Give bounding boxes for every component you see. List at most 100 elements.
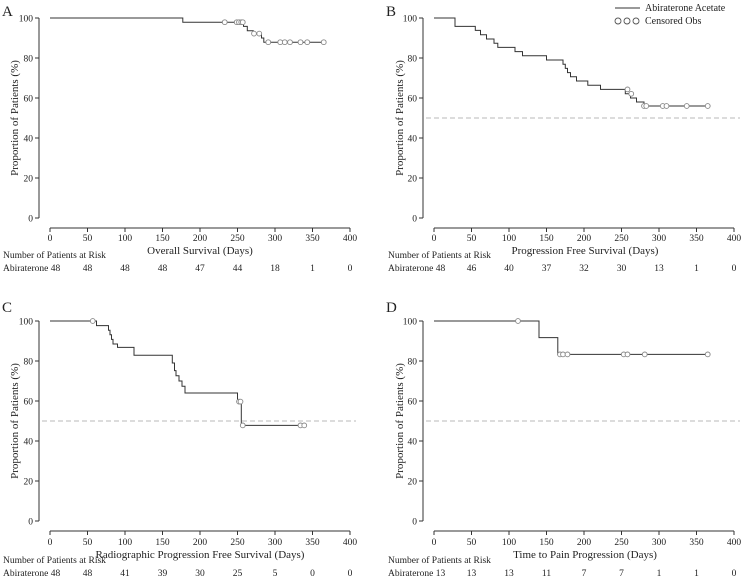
risk-count: 13: [467, 569, 477, 579]
censor-marker: [663, 103, 670, 109]
y-tick-label: 80: [24, 358, 34, 368]
y-tick-label: 40: [408, 135, 418, 145]
y-tick-label: 0: [412, 215, 417, 225]
y-tick-label: 80: [24, 55, 34, 65]
x-axis-label: Radiographic Progression Free Survival (…: [96, 549, 305, 561]
censor-marker: [237, 398, 244, 405]
legend: Abiraterone Acetate Censored Obs: [614, 3, 726, 27]
panel-label: A: [2, 4, 13, 20]
censor-marker: [624, 351, 631, 358]
risk-count: 13: [504, 569, 514, 579]
risk-count: 48: [83, 569, 93, 579]
y-tick-label: 60: [408, 95, 418, 105]
censor-marker: [251, 30, 257, 37]
x-tick-label: 300: [652, 538, 667, 548]
risk-row-label: Abiraterone 48: [3, 569, 60, 579]
risk-count: 1: [694, 264, 699, 274]
censor-marker: [628, 90, 635, 97]
risk-row-label: Abiraterone 48: [388, 264, 445, 274]
x-tick-label: 300: [268, 538, 283, 548]
y-axis-label: Proportion of Patients (%): [394, 363, 406, 479]
panel-label: B: [386, 4, 396, 20]
censor-marker: [704, 103, 711, 109]
x-tick-label: 400: [343, 234, 358, 244]
y-tick-label: 40: [24, 438, 34, 448]
x-axis-label: Progression Free Survival (Days): [512, 245, 659, 257]
x-tick-label: 0: [48, 234, 53, 244]
censor-marker: [683, 103, 690, 109]
risk-count: 5: [273, 569, 278, 579]
km-curve-group: [426, 318, 740, 422]
x-tick-label: 150: [155, 538, 170, 548]
risk-count: 30: [617, 264, 627, 274]
risk-count-row: 46 40 37 32 30 13 1 0: [467, 264, 737, 274]
censor-marker: [704, 351, 711, 358]
x-tick-label: 300: [652, 234, 667, 244]
legend-line-label: Abiraterone Acetate: [645, 3, 726, 14]
censor-marker: [641, 351, 648, 358]
x-tick-label: 150: [539, 234, 554, 244]
censor-marker: [624, 86, 631, 93]
y-tick-label: 60: [408, 398, 418, 408]
x-tick-label: 50: [467, 538, 477, 548]
x-tick-label: 100: [118, 538, 133, 548]
panel-overall-survival: A Proportion of Patients (%) Overall Sur…: [2, 4, 357, 274]
y-axis-label: Proportion of Patients (%): [394, 60, 406, 176]
risk-count: 46: [467, 264, 477, 274]
km-survival-curve: [434, 320, 708, 355]
x-tick-label: 200: [193, 538, 208, 548]
risk-count: 0: [310, 569, 315, 579]
risk-count: 39: [158, 569, 168, 579]
risk-count: 37: [542, 264, 552, 274]
x-tick-label: 100: [118, 234, 133, 244]
y-axis-label: Proportion of Patients (%): [9, 363, 21, 479]
axis-ticks: 0 50 100 150 200 250 300 350 400 0 20 40 60 80 100: [19, 318, 358, 549]
censor-marker: [304, 39, 311, 46]
risk-count: 25: [233, 569, 243, 579]
y-tick-label: 20: [24, 175, 34, 185]
risk-count: 18: [270, 264, 280, 274]
risk-count: 1: [694, 569, 699, 579]
y-tick-label: 20: [24, 478, 34, 488]
y-tick-label: 80: [408, 358, 418, 368]
risk-count: 40: [504, 264, 514, 274]
x-tick-label: 250: [230, 538, 245, 548]
y-tick-label: 40: [24, 135, 34, 145]
y-tick-label: 0: [412, 518, 417, 528]
y-tick-label: 100: [403, 318, 418, 328]
x-tick-label: 350: [305, 538, 320, 548]
risk-table-title: Number of Patients at Risk: [3, 555, 106, 566]
km-survival-curve: [50, 320, 305, 426]
censor-marker: [265, 39, 272, 46]
x-tick-label: 200: [577, 234, 592, 244]
x-tick-label: 350: [305, 234, 320, 244]
km-curve-group: [42, 318, 356, 429]
x-tick-label: 300: [268, 234, 283, 244]
panel-progression-free-survival: B Proportion of Patients (%) Progression…: [386, 3, 741, 274]
y-tick-label: 80: [408, 55, 418, 65]
risk-count: 1: [657, 569, 662, 579]
censor-marker: [301, 422, 308, 429]
censor-marker: [221, 19, 228, 26]
y-tick-label: 100: [19, 15, 34, 25]
x-tick-label: 350: [689, 234, 704, 244]
risk-table-title: Number of Patients at Risk: [388, 555, 491, 566]
x-tick-label: 200: [193, 234, 208, 244]
x-tick-label: 50: [467, 234, 477, 244]
panel-label: C: [2, 300, 12, 316]
x-tick-label: 400: [727, 234, 742, 244]
censor-marker: [256, 30, 263, 37]
risk-count: 30: [195, 569, 205, 579]
x-tick-label: 50: [83, 234, 93, 244]
censor-marker: [515, 318, 521, 324]
risk-count: 1: [310, 264, 315, 274]
x-tick-label: 250: [230, 234, 245, 244]
censor-marker: [320, 39, 327, 46]
x-tick-label: 150: [155, 234, 170, 244]
risk-count: 44: [233, 264, 243, 274]
censor-marker: [239, 19, 246, 26]
legend-censor-marker: [614, 17, 622, 25]
x-tick-label: 250: [614, 538, 629, 548]
x-tick-label: 200: [577, 538, 592, 548]
x-tick-label: 400: [343, 538, 358, 548]
